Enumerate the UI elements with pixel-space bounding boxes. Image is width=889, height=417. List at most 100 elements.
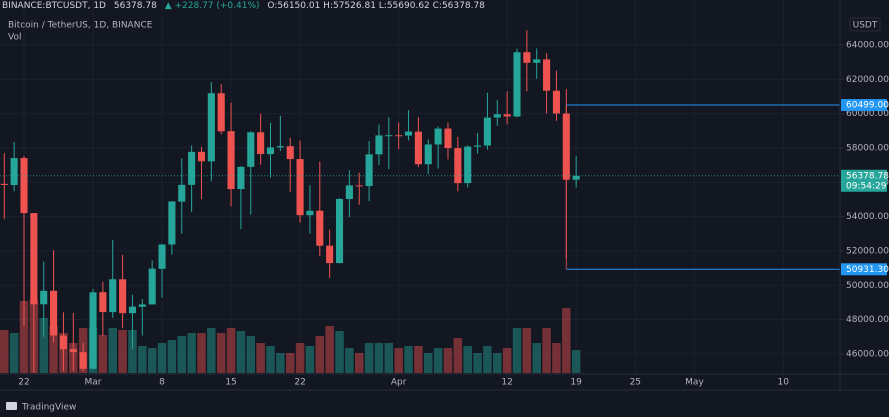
- volume-bar: [404, 346, 413, 373]
- candle-body: [178, 184, 186, 202]
- volume-bar: [147, 348, 157, 373]
- volume-bar: [295, 343, 305, 373]
- candle-body: [217, 93, 225, 132]
- volume-bar: [266, 346, 275, 373]
- volume-bar: [394, 348, 403, 373]
- candle-body: [20, 158, 28, 214]
- y-tick-label: 64000.00: [846, 40, 889, 50]
- countdown: 09:54:29: [846, 181, 887, 191]
- legend-title: Bitcoin / TetherUS, 1D, BINANCE: [8, 21, 153, 31]
- level-label: 60499.00: [846, 101, 889, 111]
- candle-body: [276, 146, 284, 148]
- candle-body: [552, 90, 560, 114]
- y-tick-label: 62000.00: [846, 75, 889, 85]
- x-tick-label: 12: [501, 378, 512, 388]
- candle-body: [395, 135, 403, 137]
- candle-body: [296, 159, 304, 216]
- candle-body: [79, 352, 87, 369]
- volume-bar: [473, 353, 482, 373]
- candle-body: [483, 117, 491, 146]
- candle-body: [237, 166, 245, 190]
- volume-bar: [98, 335, 108, 373]
- volume-bar: [207, 328, 216, 373]
- symbol: BINANCE:BTCUSDT, 1D: [2, 1, 106, 11]
- axes: 46000.00 48000.00 50000.00 52000.00 54000.00…: [18, 40, 889, 387]
- candle-body: [207, 93, 215, 162]
- footer: [0, 390, 889, 417]
- candle-body: [40, 290, 48, 305]
- candle-body: [30, 213, 38, 305]
- candle-body: [119, 279, 127, 314]
- volume-bar: [483, 346, 492, 373]
- volume-bar: [108, 328, 117, 373]
- candle-body: [188, 151, 196, 185]
- y-tick-label: 58000.00: [846, 143, 889, 153]
- x-tick-label: Mar: [85, 378, 102, 388]
- candle-body: [375, 135, 383, 155]
- volume-bar: [197, 333, 206, 373]
- candle-body: [533, 59, 541, 63]
- volume-bar: [571, 350, 581, 373]
- candle-body: [197, 151, 206, 162]
- overlay: [0, 104, 840, 270]
- volume-label: Vol: [8, 33, 21, 43]
- x-tick-label: 25: [630, 378, 641, 388]
- x-tick-label: May: [685, 378, 704, 388]
- volume-bar: [49, 326, 58, 373]
- candle-body: [335, 199, 344, 264]
- volume-bar: [443, 348, 453, 373]
- x-tick-label: 19: [570, 378, 582, 388]
- candle-body: [128, 306, 137, 314]
- volume-bar: [256, 343, 265, 373]
- volume-bar: [433, 348, 443, 373]
- volume-bar: [414, 346, 423, 373]
- volume-bar: [187, 333, 196, 373]
- currency: USDT: [853, 21, 878, 31]
- candle-body: [464, 146, 472, 184]
- volume-bar: [562, 308, 571, 373]
- volume-bar: [236, 331, 246, 373]
- candle-body: [10, 158, 18, 186]
- candle-body: [355, 185, 363, 187]
- candle-body: [523, 52, 531, 63]
- volume-bar: [19, 301, 29, 373]
- volume-bar: [493, 353, 502, 373]
- logo: TradingView: [6, 402, 76, 413]
- y-tick-label: 52000.00: [846, 246, 889, 256]
- volume-bar: [522, 328, 532, 373]
- candle-body: [109, 279, 117, 313]
- volume-bar: [118, 330, 127, 373]
- y-tick-label: 46000.00: [846, 349, 889, 359]
- candle-body: [326, 245, 334, 264]
- candle-body: [385, 135, 393, 137]
- volume-bar: [502, 348, 512, 373]
- candle-body: [474, 145, 482, 147]
- candle-body: [316, 210, 324, 246]
- volume-bar: [374, 343, 384, 373]
- x-tick-label: 22: [18, 378, 29, 388]
- x-tick-label: 10: [777, 378, 789, 388]
- candle-body: [148, 268, 156, 305]
- volume-bar: [285, 353, 295, 373]
- last-price-box: [841, 169, 887, 192]
- volume-bar: [384, 343, 394, 373]
- candle-body: [503, 114, 511, 117]
- candle-body: [138, 304, 146, 307]
- volume-bar: [9, 333, 19, 373]
- volume-bar: [246, 336, 256, 373]
- header-ohlc: O:56150.01 H:57526.81 L:55690.62 C:56378…: [267, 1, 485, 11]
- volume-bar: [424, 353, 433, 373]
- volume-bar: [157, 343, 167, 373]
- candle-body: [543, 59, 551, 91]
- x-tick-label: 8: [159, 378, 165, 388]
- candle-body: [572, 175, 580, 180]
- candle-body: [424, 144, 432, 165]
- candle-body: [365, 154, 373, 187]
- volume-bar: [305, 346, 315, 373]
- header-price: 56378.78: [114, 1, 157, 11]
- candle-body: [454, 148, 462, 184]
- candle-body: [414, 131, 422, 165]
- y-tick-label: 48000.00: [846, 315, 889, 325]
